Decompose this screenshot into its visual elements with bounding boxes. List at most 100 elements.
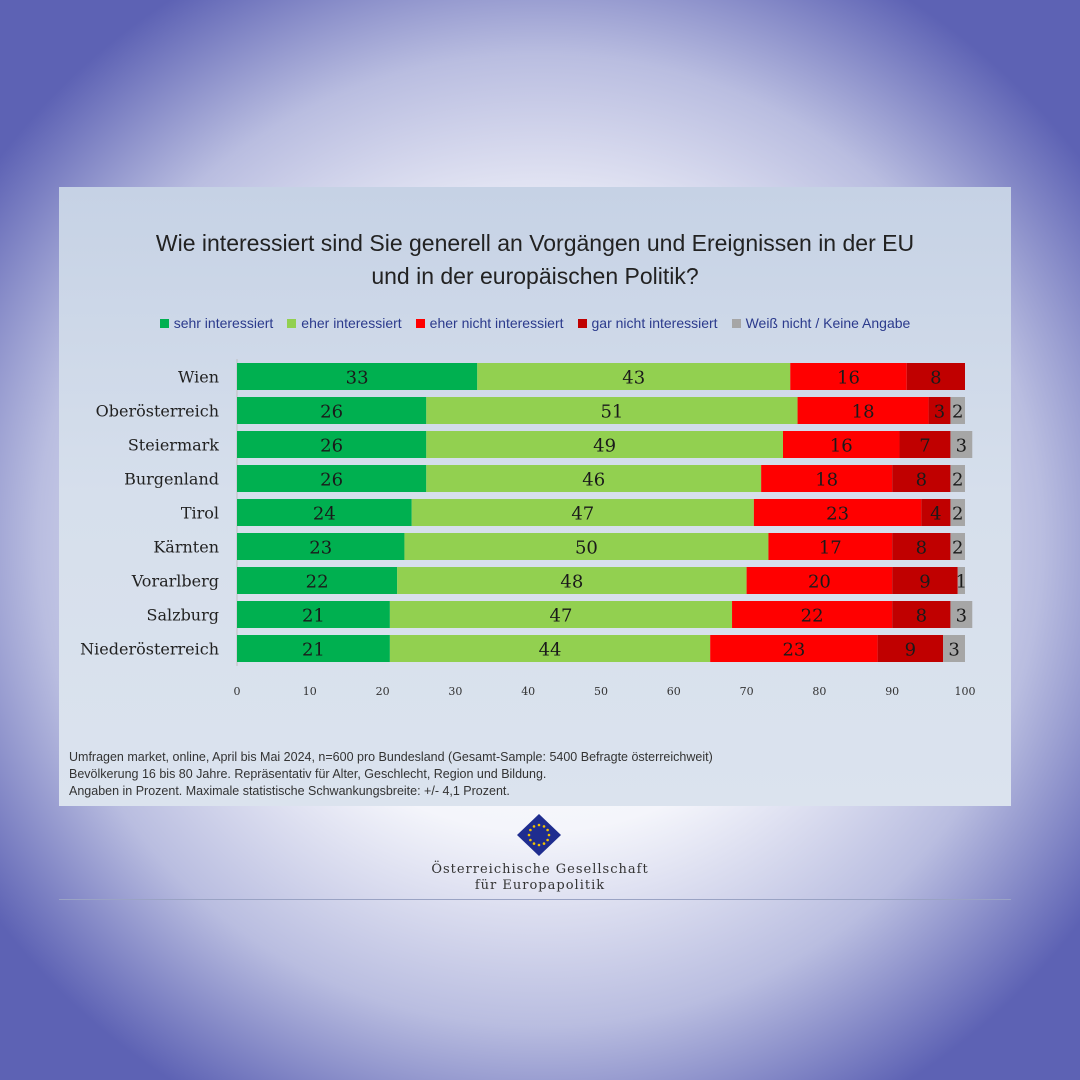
legend-label: Weiß nicht / Keine Angabe bbox=[745, 315, 911, 331]
category-label: Kärnten bbox=[153, 538, 219, 557]
legend-swatch bbox=[159, 318, 169, 328]
bar-segment bbox=[943, 635, 965, 662]
data-label: 23 bbox=[309, 538, 332, 559]
bar-segment bbox=[732, 601, 893, 628]
data-label: 18 bbox=[852, 402, 875, 423]
bar-segment bbox=[950, 465, 965, 492]
bar-segment bbox=[797, 397, 929, 424]
footer-divider bbox=[59, 899, 1011, 900]
bar-segment bbox=[950, 601, 973, 628]
legend-swatch bbox=[731, 318, 741, 328]
bar-segment bbox=[237, 363, 478, 390]
legend-item: sehr interessiert bbox=[159, 315, 274, 331]
data-label: 9 bbox=[905, 640, 916, 661]
data-label: 3 bbox=[956, 436, 967, 457]
data-label: 17 bbox=[819, 538, 842, 559]
data-label: 1 bbox=[956, 572, 967, 593]
bar-segment bbox=[892, 465, 951, 492]
bar-segment bbox=[389, 601, 733, 628]
source-note-line-3: Angaben in Prozent. Maximale statistisch… bbox=[69, 784, 510, 798]
data-label: 23 bbox=[782, 640, 805, 661]
x-tick-label: 90 bbox=[885, 685, 899, 698]
bar-segment bbox=[389, 635, 711, 662]
data-label: 50 bbox=[575, 538, 598, 559]
data-label: 23 bbox=[826, 504, 849, 525]
chart-legend: sehr interessiert eher interessiert eher n… bbox=[59, 315, 1011, 331]
data-label: 7 bbox=[919, 436, 930, 457]
data-label: 9 bbox=[919, 572, 930, 593]
bar-segment bbox=[768, 533, 893, 560]
organization-name: Österreichische Gesellschaft für Europap… bbox=[0, 862, 1080, 894]
x-tick-label: 0 bbox=[234, 685, 241, 698]
category-label: Niederösterreich bbox=[80, 640, 219, 659]
bar-segment bbox=[397, 567, 747, 594]
bar-segment bbox=[237, 397, 427, 424]
bar-segment bbox=[237, 431, 427, 458]
category-label: Oberösterreich bbox=[96, 402, 219, 421]
data-label: 47 bbox=[550, 606, 573, 627]
bar-segment bbox=[877, 635, 944, 662]
category-label: Vorarlberg bbox=[131, 572, 219, 591]
data-label: 4 bbox=[930, 504, 941, 525]
legend-label: gar nicht interessiert bbox=[591, 315, 718, 331]
bar-segment bbox=[710, 635, 878, 662]
bar-segment bbox=[928, 397, 951, 424]
data-label: 47 bbox=[571, 504, 594, 525]
bar-segment bbox=[790, 363, 907, 390]
bar-segment bbox=[899, 431, 951, 458]
legend-item: gar nicht interessiert bbox=[577, 315, 718, 331]
bar-segment bbox=[477, 363, 791, 390]
legend-swatch bbox=[415, 318, 425, 328]
bar-segment bbox=[237, 601, 390, 628]
data-label: 49 bbox=[593, 436, 616, 457]
data-label: 2 bbox=[952, 538, 963, 559]
legend-swatch bbox=[287, 318, 297, 328]
data-label: 2 bbox=[952, 504, 963, 525]
category-label: Tirol bbox=[181, 504, 219, 523]
x-tick-label: 60 bbox=[667, 685, 681, 698]
legend-label: sehr interessiert bbox=[173, 315, 274, 331]
bar-segment bbox=[950, 499, 965, 526]
bar-segment bbox=[892, 601, 951, 628]
bar-segment bbox=[761, 465, 893, 492]
bar-segment bbox=[950, 431, 973, 458]
bar-segment bbox=[746, 567, 893, 594]
bar-segment bbox=[753, 499, 922, 526]
organization-name-line-2: für Europapolitik bbox=[474, 878, 606, 893]
data-label: 16 bbox=[837, 368, 860, 389]
data-label: 26 bbox=[320, 402, 343, 423]
eu-flag-logo bbox=[517, 814, 561, 856]
data-label: 21 bbox=[302, 640, 325, 661]
legend-item: eher nicht interessiert bbox=[415, 315, 564, 331]
x-tick-label: 50 bbox=[594, 685, 608, 698]
data-label: 8 bbox=[916, 470, 927, 491]
legend-item: eher interessiert bbox=[287, 315, 402, 331]
data-label: 8 bbox=[916, 606, 927, 627]
chart-panel: Wie interessiert sind Sie generell an Vo… bbox=[59, 187, 1011, 806]
bar-segment bbox=[426, 397, 798, 424]
data-label: 26 bbox=[320, 436, 343, 457]
category-label: Steiermark bbox=[128, 436, 219, 455]
bar-segment bbox=[892, 567, 958, 594]
bar-segment bbox=[237, 533, 405, 560]
data-label: 2 bbox=[952, 402, 963, 423]
data-label: 22 bbox=[801, 606, 824, 627]
legend-swatch bbox=[577, 318, 587, 328]
x-tick-label: 20 bbox=[376, 685, 390, 698]
bar-segment bbox=[237, 499, 412, 526]
legend-label: eher interessiert bbox=[301, 315, 402, 331]
data-label: 48 bbox=[560, 572, 583, 593]
legend-label: eher nicht interessiert bbox=[429, 315, 564, 331]
data-label: 46 bbox=[582, 470, 605, 491]
bar-segment bbox=[950, 397, 965, 424]
bar-segment bbox=[906, 363, 965, 390]
data-label: 22 bbox=[306, 572, 329, 593]
category-label: Burgenland bbox=[124, 470, 219, 489]
bar-segment bbox=[237, 465, 427, 492]
category-label: Salzburg bbox=[147, 606, 219, 625]
bar-segment bbox=[411, 499, 754, 526]
bar-segment bbox=[237, 635, 390, 662]
data-label: 2 bbox=[952, 470, 963, 491]
category-label: Wien bbox=[178, 368, 219, 387]
